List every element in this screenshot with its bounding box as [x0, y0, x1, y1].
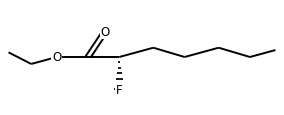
Text: O: O: [101, 26, 110, 39]
Text: F: F: [116, 83, 123, 96]
Text: O: O: [52, 51, 61, 64]
